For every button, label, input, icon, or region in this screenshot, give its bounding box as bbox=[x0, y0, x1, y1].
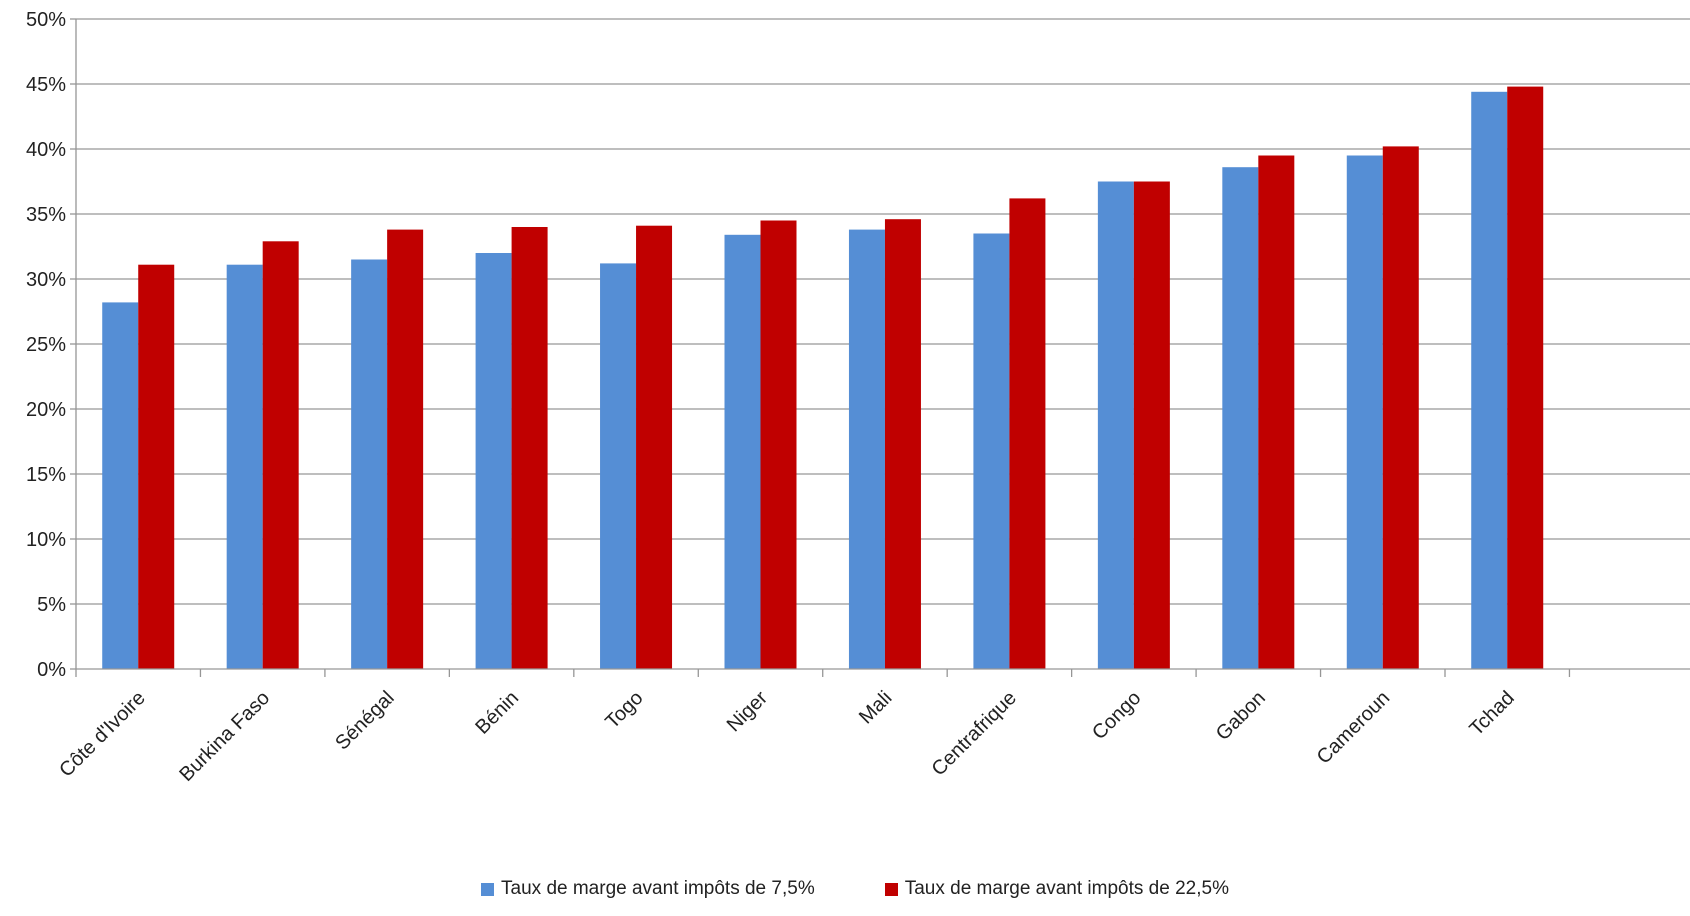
x-tick-label: Mali bbox=[855, 687, 896, 728]
y-tick-label: 50% bbox=[26, 9, 66, 31]
bars bbox=[102, 86, 1544, 670]
y-tick-label: 15% bbox=[26, 464, 66, 486]
legend-swatch-series-2 bbox=[884, 882, 898, 896]
bar-series-2 bbox=[511, 227, 548, 669]
legend-label-series-1: Taux de marge avant impôts de 7,5% bbox=[501, 878, 815, 899]
bar-series-2 bbox=[760, 220, 797, 669]
x-tick-label: Niger bbox=[723, 687, 773, 737]
y-tick-label: 40% bbox=[26, 139, 66, 161]
x-tick-label: Bénin bbox=[471, 687, 523, 739]
bar-series-1 bbox=[1346, 155, 1383, 669]
legend: Taux de marge avant impôts de 7,5% Taux … bbox=[0, 878, 1690, 900]
bar-series-1 bbox=[973, 233, 1010, 669]
legend-swatch-series-1 bbox=[481, 882, 495, 896]
x-tick-label: Côte d'Ivoire bbox=[55, 687, 150, 782]
legend-label-series-2: Taux de marge avant impôts de 22,5% bbox=[904, 878, 1229, 899]
bar-series-2 bbox=[636, 225, 673, 669]
y-tick-label: 10% bbox=[26, 529, 66, 551]
bar-series-2 bbox=[1133, 181, 1170, 669]
bar-series-1 bbox=[600, 263, 637, 669]
y-tick-label: 5% bbox=[37, 594, 66, 616]
bar-series-2 bbox=[1382, 146, 1419, 669]
bar-series-1 bbox=[351, 259, 388, 669]
axes bbox=[70, 18, 1690, 677]
x-axis-tick-labels: Côte d'Ivoire Burkina Faso Sénégal Bénin Tog… bbox=[55, 687, 1519, 786]
x-tick-label: Togo bbox=[601, 687, 647, 733]
bar-series-2 bbox=[884, 219, 921, 669]
bar-series-2 bbox=[1507, 86, 1544, 670]
x-tick-label: Sénégal bbox=[331, 687, 398, 754]
y-tick-label: 30% bbox=[26, 269, 66, 291]
bar-series-1 bbox=[1097, 181, 1134, 669]
x-tick-label: Burkina Faso bbox=[175, 687, 274, 786]
x-tick-label: Cameroun bbox=[1313, 687, 1395, 769]
y-tick-label: 20% bbox=[26, 399, 66, 421]
bar-series-2 bbox=[262, 241, 299, 670]
y-tick-label: 0% bbox=[37, 659, 66, 681]
bar-series-1 bbox=[724, 234, 761, 670]
y-axis-tick-labels: 0% 5% 10% 15% 20% 25% 30% 35% 40% 45% 50% bbox=[26, 9, 66, 681]
bar-series-1 bbox=[475, 253, 512, 669]
bar-series-1 bbox=[226, 264, 263, 669]
y-tick-label: 45% bbox=[26, 74, 66, 96]
bar-series-2 bbox=[1009, 198, 1046, 669]
x-tick-label: Congo bbox=[1088, 687, 1145, 744]
legend-item-series-2: Taux de marge avant impôts de 22,5% bbox=[884, 878, 1229, 900]
bar-series-2 bbox=[1258, 155, 1295, 669]
y-tick-label: 35% bbox=[26, 204, 66, 226]
bar-series-1 bbox=[848, 229, 885, 669]
x-tick-label: Tchad bbox=[1465, 687, 1518, 740]
x-tick-label: Centrafrique bbox=[928, 687, 1021, 780]
bar-series-2 bbox=[387, 229, 424, 669]
legend-item-series-1: Taux de marge avant impôts de 7,5% bbox=[481, 878, 815, 900]
x-tick-label: Gabon bbox=[1212, 687, 1270, 745]
bar-series-2 bbox=[138, 264, 175, 669]
y-tick-label: 25% bbox=[26, 334, 66, 356]
bar-series-1 bbox=[102, 302, 139, 669]
bar-series-1 bbox=[1471, 91, 1508, 670]
bar-series-1 bbox=[1222, 167, 1259, 669]
